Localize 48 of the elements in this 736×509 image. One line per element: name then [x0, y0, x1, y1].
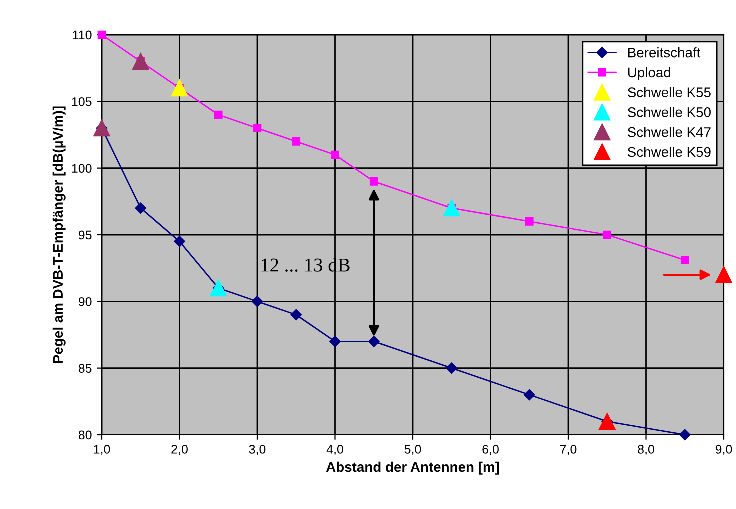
point [680, 429, 691, 441]
x-tick-label: 8,0 [638, 445, 654, 456]
point [292, 138, 301, 146]
point [524, 389, 536, 401]
y-axis-title: Pegel am DVB-T-Empfänger [dB(µV/m)] [52, 106, 66, 364]
point [132, 53, 150, 70]
y-tick-label: 80 [78, 430, 92, 440]
y-tick-label: 95 [78, 230, 92, 240]
point [330, 336, 341, 348]
y-tick-label: 100 [72, 164, 92, 173]
x-tick-label: 1,0 [94, 445, 110, 456]
point [599, 413, 616, 430]
point [368, 336, 380, 348]
point [603, 230, 612, 240]
point [680, 256, 690, 264]
point [444, 200, 460, 217]
point [370, 178, 378, 186]
legend-label: Upload [628, 67, 670, 80]
point [446, 362, 458, 374]
point [94, 120, 110, 137]
y-tick-label: 105 [72, 97, 92, 106]
x-tick-label: 3,0 [249, 445, 266, 456]
x-tick-label: 6,0 [482, 445, 499, 456]
legend-label: Schwelle K50 [628, 107, 711, 118]
x-tick-label: 4,0 [326, 445, 344, 456]
y-tick-label: 85 [78, 364, 92, 373]
y-tick-label: 110 [73, 30, 92, 40]
legend-label: Schwelle K59 [628, 146, 711, 158]
point [331, 150, 340, 160]
point [171, 80, 188, 97]
y-tick-label: 90 [78, 297, 92, 306]
x-tick-label: 7,0 [560, 445, 577, 456]
x-tick-label: 5,0 [404, 445, 422, 456]
legend-label: Bereitschaft [628, 48, 701, 58]
point [174, 236, 186, 248]
point [252, 296, 264, 308]
x-tick-label: 9,0 [716, 445, 732, 456]
point [525, 218, 534, 226]
x-axis-title: Abstand der Antennen [m] [326, 462, 500, 475]
point [210, 280, 227, 297]
point [135, 202, 146, 214]
point [214, 110, 223, 120]
legend-label: Schwelle K55 [628, 87, 711, 98]
legend-label: Schwelle K47 [628, 127, 711, 138]
point [716, 266, 732, 284]
x-tick-label: 2,0 [172, 445, 188, 456]
point [253, 124, 262, 132]
point [290, 309, 302, 321]
